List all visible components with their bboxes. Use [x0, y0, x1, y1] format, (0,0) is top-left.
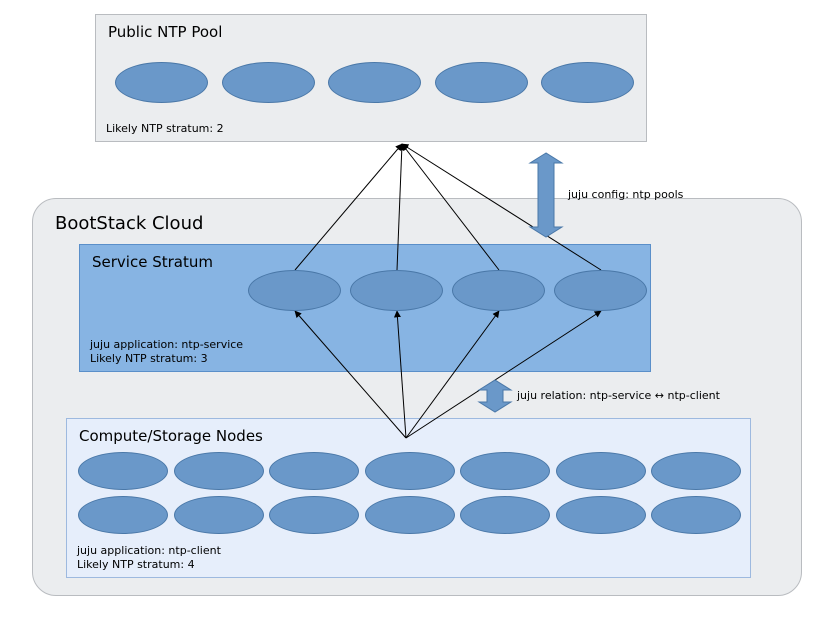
node-ellipse [435, 62, 528, 103]
service-caption-app: juju application: ntp-service [90, 338, 243, 351]
service-stratum-box: Service Stratum juju application: ntp-se… [79, 244, 651, 372]
node-ellipse [78, 496, 168, 534]
node-ellipse [460, 496, 550, 534]
node-ellipse [269, 452, 359, 490]
node-ellipse [554, 270, 647, 311]
node-ellipse [248, 270, 341, 311]
node-ellipse [541, 62, 634, 103]
juju-config-label: juju config: ntp pools [568, 188, 683, 201]
node-ellipse [222, 62, 315, 103]
service-stratum-title: Service Stratum [92, 253, 213, 271]
juju-relation-label: juju relation: ntp-service ↔ ntp-client [517, 389, 720, 402]
node-ellipse [78, 452, 168, 490]
node-ellipse [115, 62, 208, 103]
node-ellipse [174, 452, 264, 490]
node-ellipse [365, 496, 455, 534]
bootstack-cloud-title: BootStack Cloud [55, 213, 203, 234]
node-ellipse [328, 62, 421, 103]
service-caption-stratum: Likely NTP stratum: 3 [90, 352, 208, 365]
compute-storage-title: Compute/Storage Nodes [79, 427, 263, 445]
public-ntp-pool-title: Public NTP Pool [108, 23, 222, 41]
node-ellipse [460, 452, 550, 490]
compute-caption-stratum: Likely NTP stratum: 4 [77, 558, 195, 571]
node-ellipse [269, 496, 359, 534]
node-ellipse [452, 270, 545, 311]
node-ellipse [556, 452, 646, 490]
node-ellipse [556, 496, 646, 534]
node-ellipse [651, 452, 741, 490]
node-ellipse [365, 452, 455, 490]
node-ellipse [350, 270, 443, 311]
public-ntp-pool-caption: Likely NTP stratum: 2 [106, 122, 224, 135]
node-ellipse [174, 496, 264, 534]
node-ellipse [651, 496, 741, 534]
compute-caption-app: juju application: ntp-client [77, 544, 221, 557]
